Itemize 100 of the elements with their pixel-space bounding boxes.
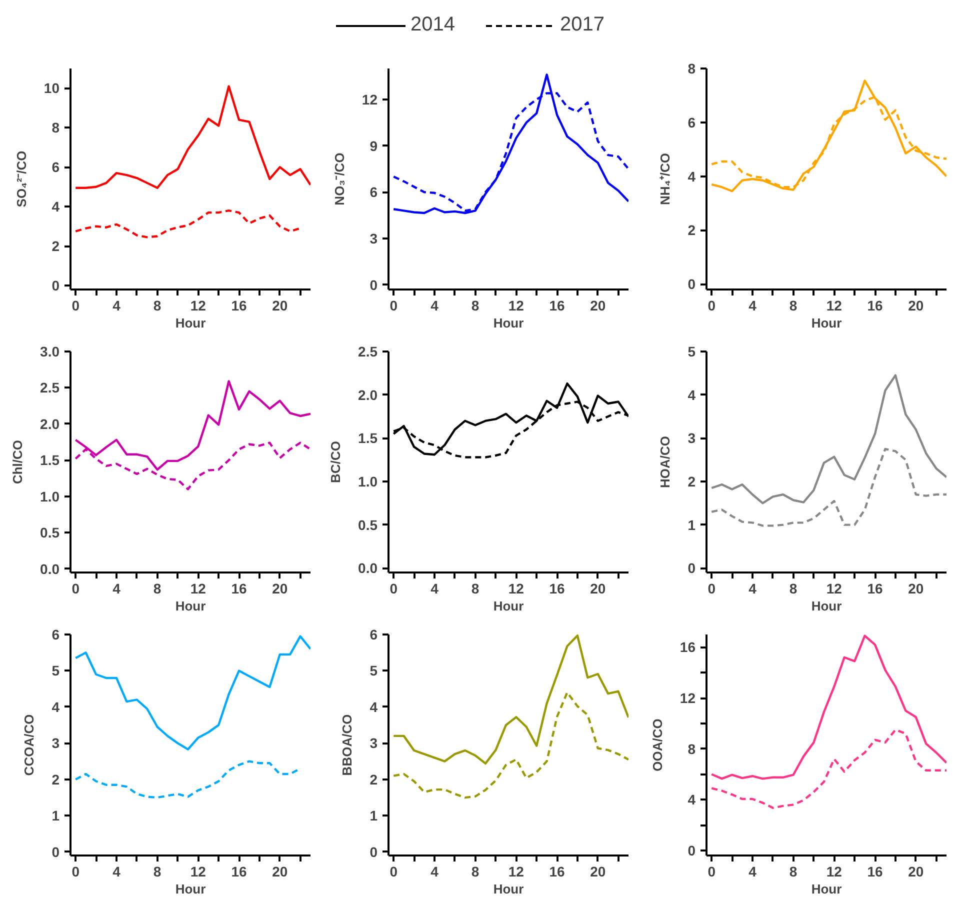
x-tick-label: 20 <box>590 864 606 880</box>
y-tick-label: 16 <box>680 639 696 656</box>
x-tick-label: 12 <box>508 580 524 596</box>
x-tick-label: 20 <box>272 298 288 314</box>
y-axis-title: Chl/CO <box>10 440 26 484</box>
y-tick-label: 2.0 <box>40 416 60 432</box>
x-tick-label: 0 <box>390 298 398 314</box>
x-tick-label: 8 <box>153 580 162 596</box>
x-tick-label: 16 <box>549 580 566 596</box>
x-tick-label: 8 <box>789 864 798 880</box>
x-tick-label: 16 <box>231 298 248 314</box>
y-tick-label: 0.0 <box>40 560 60 577</box>
x-axis-title: Hour <box>811 882 842 896</box>
x-tick-label: 4 <box>112 298 121 314</box>
x-tick-label: 8 <box>153 864 162 880</box>
x-tick-label: 16 <box>867 580 884 596</box>
x-axis-title: Hour <box>175 316 206 330</box>
y-tick-label: 3 <box>370 735 378 752</box>
y-tick-label: 1.5 <box>40 452 60 468</box>
y-tick-label: 0.5 <box>40 524 60 541</box>
y-tick-label: 0 <box>370 844 378 860</box>
y-tick-label: 0 <box>688 560 696 576</box>
x-tick-label: 12 <box>826 580 842 596</box>
x-tick-label: 12 <box>190 298 206 314</box>
y-tick-label: 1 <box>688 516 696 533</box>
x-tick-label: 12 <box>190 580 206 596</box>
x-tick-label: 4 <box>748 864 757 880</box>
y-tick-label: 1 <box>52 808 60 824</box>
y-tick-label: 2 <box>370 771 378 788</box>
text: 2014 <box>410 14 455 36</box>
y-tick-label: 2 <box>52 771 60 788</box>
y-tick-label: 12 <box>362 91 378 108</box>
y-tick-label: 3 <box>52 735 60 752</box>
x-tick-label: 16 <box>549 864 566 880</box>
x-tick-label: 16 <box>231 580 248 596</box>
x-tick-label: 12 <box>826 298 842 314</box>
x-tick-label: 4 <box>112 864 121 880</box>
x-tick-label: 20 <box>908 298 924 314</box>
x-tick-label: 0 <box>72 864 80 880</box>
y-axis-title: OOA/CO <box>650 718 665 772</box>
y-axis-title: NO₃⁻/CO <box>332 152 347 206</box>
y-tick-label: 1 <box>370 808 378 824</box>
x-tick-label: 0 <box>72 298 80 314</box>
x-axis-title: Hour <box>811 316 842 330</box>
x-axis-title: Hour <box>493 316 524 330</box>
y-tick-label: 3.0 <box>40 344 60 360</box>
x-tick-label: 20 <box>590 298 606 314</box>
x-tick-label: 16 <box>867 298 884 314</box>
y-tick-label: 9 <box>370 138 378 154</box>
y-tick-label: 1.0 <box>40 488 60 504</box>
x-axis-title: Hour <box>175 882 206 896</box>
x-axis-title: Hour <box>175 598 206 614</box>
x-tick-label: 4 <box>430 864 439 880</box>
x-tick-label: 20 <box>908 580 924 596</box>
y-tick-label: 0.0 <box>358 560 378 576</box>
y-tick-label: 8 <box>688 60 696 76</box>
x-tick-label: 4 <box>112 580 121 596</box>
y-tick-label: 4 <box>688 386 696 403</box>
y-tick-label: 4 <box>52 198 60 215</box>
y-tick-label: 3 <box>370 230 378 246</box>
y-tick-label: 5 <box>370 662 378 679</box>
x-axis-title: Hour <box>811 598 842 614</box>
y-tick-label: 6 <box>52 159 60 176</box>
x-tick-label: 4 <box>430 298 439 314</box>
y-tick-label: 2.5 <box>40 380 60 396</box>
x-tick-label: 20 <box>590 580 606 596</box>
y-tick-label: 6 <box>370 184 378 200</box>
x-tick-label: 12 <box>508 298 524 314</box>
y-tick-label: 4 <box>688 168 696 184</box>
x-tick-label: 0 <box>390 864 398 880</box>
y-tick-label: 0.5 <box>358 516 378 533</box>
y-tick-label: 12 <box>680 690 696 706</box>
x-tick-label: 12 <box>826 864 842 880</box>
x-tick-label: 0 <box>708 298 716 314</box>
x-tick-label: 20 <box>272 864 288 880</box>
y-tick-label: 3 <box>688 430 696 446</box>
x-tick-label: 8 <box>471 864 480 880</box>
y-tick-label: 2 <box>688 222 696 238</box>
x-axis-title: Hour <box>493 598 524 614</box>
x-tick-label: 0 <box>72 580 80 596</box>
x-tick-label: 8 <box>471 298 480 314</box>
y-tick-label: 0 <box>370 276 378 293</box>
y-axis-title: HOA/CO <box>658 436 673 488</box>
y-tick-label: 2.5 <box>358 344 378 360</box>
y-tick-label: 2.0 <box>358 386 378 403</box>
y-tick-label: 0 <box>688 276 696 292</box>
y-tick-label: 4 <box>370 698 378 715</box>
x-tick-label: 16 <box>549 298 566 314</box>
y-tick-label: 4 <box>688 792 696 808</box>
y-tick-label: 2 <box>688 474 696 490</box>
x-tick-label: 8 <box>789 298 798 314</box>
x-tick-label: 12 <box>190 864 206 880</box>
y-axis-title: BC/CO <box>328 441 344 483</box>
x-tick-label: 0 <box>390 580 398 596</box>
y-tick-label: 10 <box>44 80 60 96</box>
x-tick-label: 0 <box>708 864 716 880</box>
y-axis-title: BBOA/CO <box>340 714 355 776</box>
y-axis-title: SO₄²⁻/CO <box>14 150 29 208</box>
x-tick-label: 4 <box>430 580 439 596</box>
y-tick-label: 4 <box>52 698 60 715</box>
